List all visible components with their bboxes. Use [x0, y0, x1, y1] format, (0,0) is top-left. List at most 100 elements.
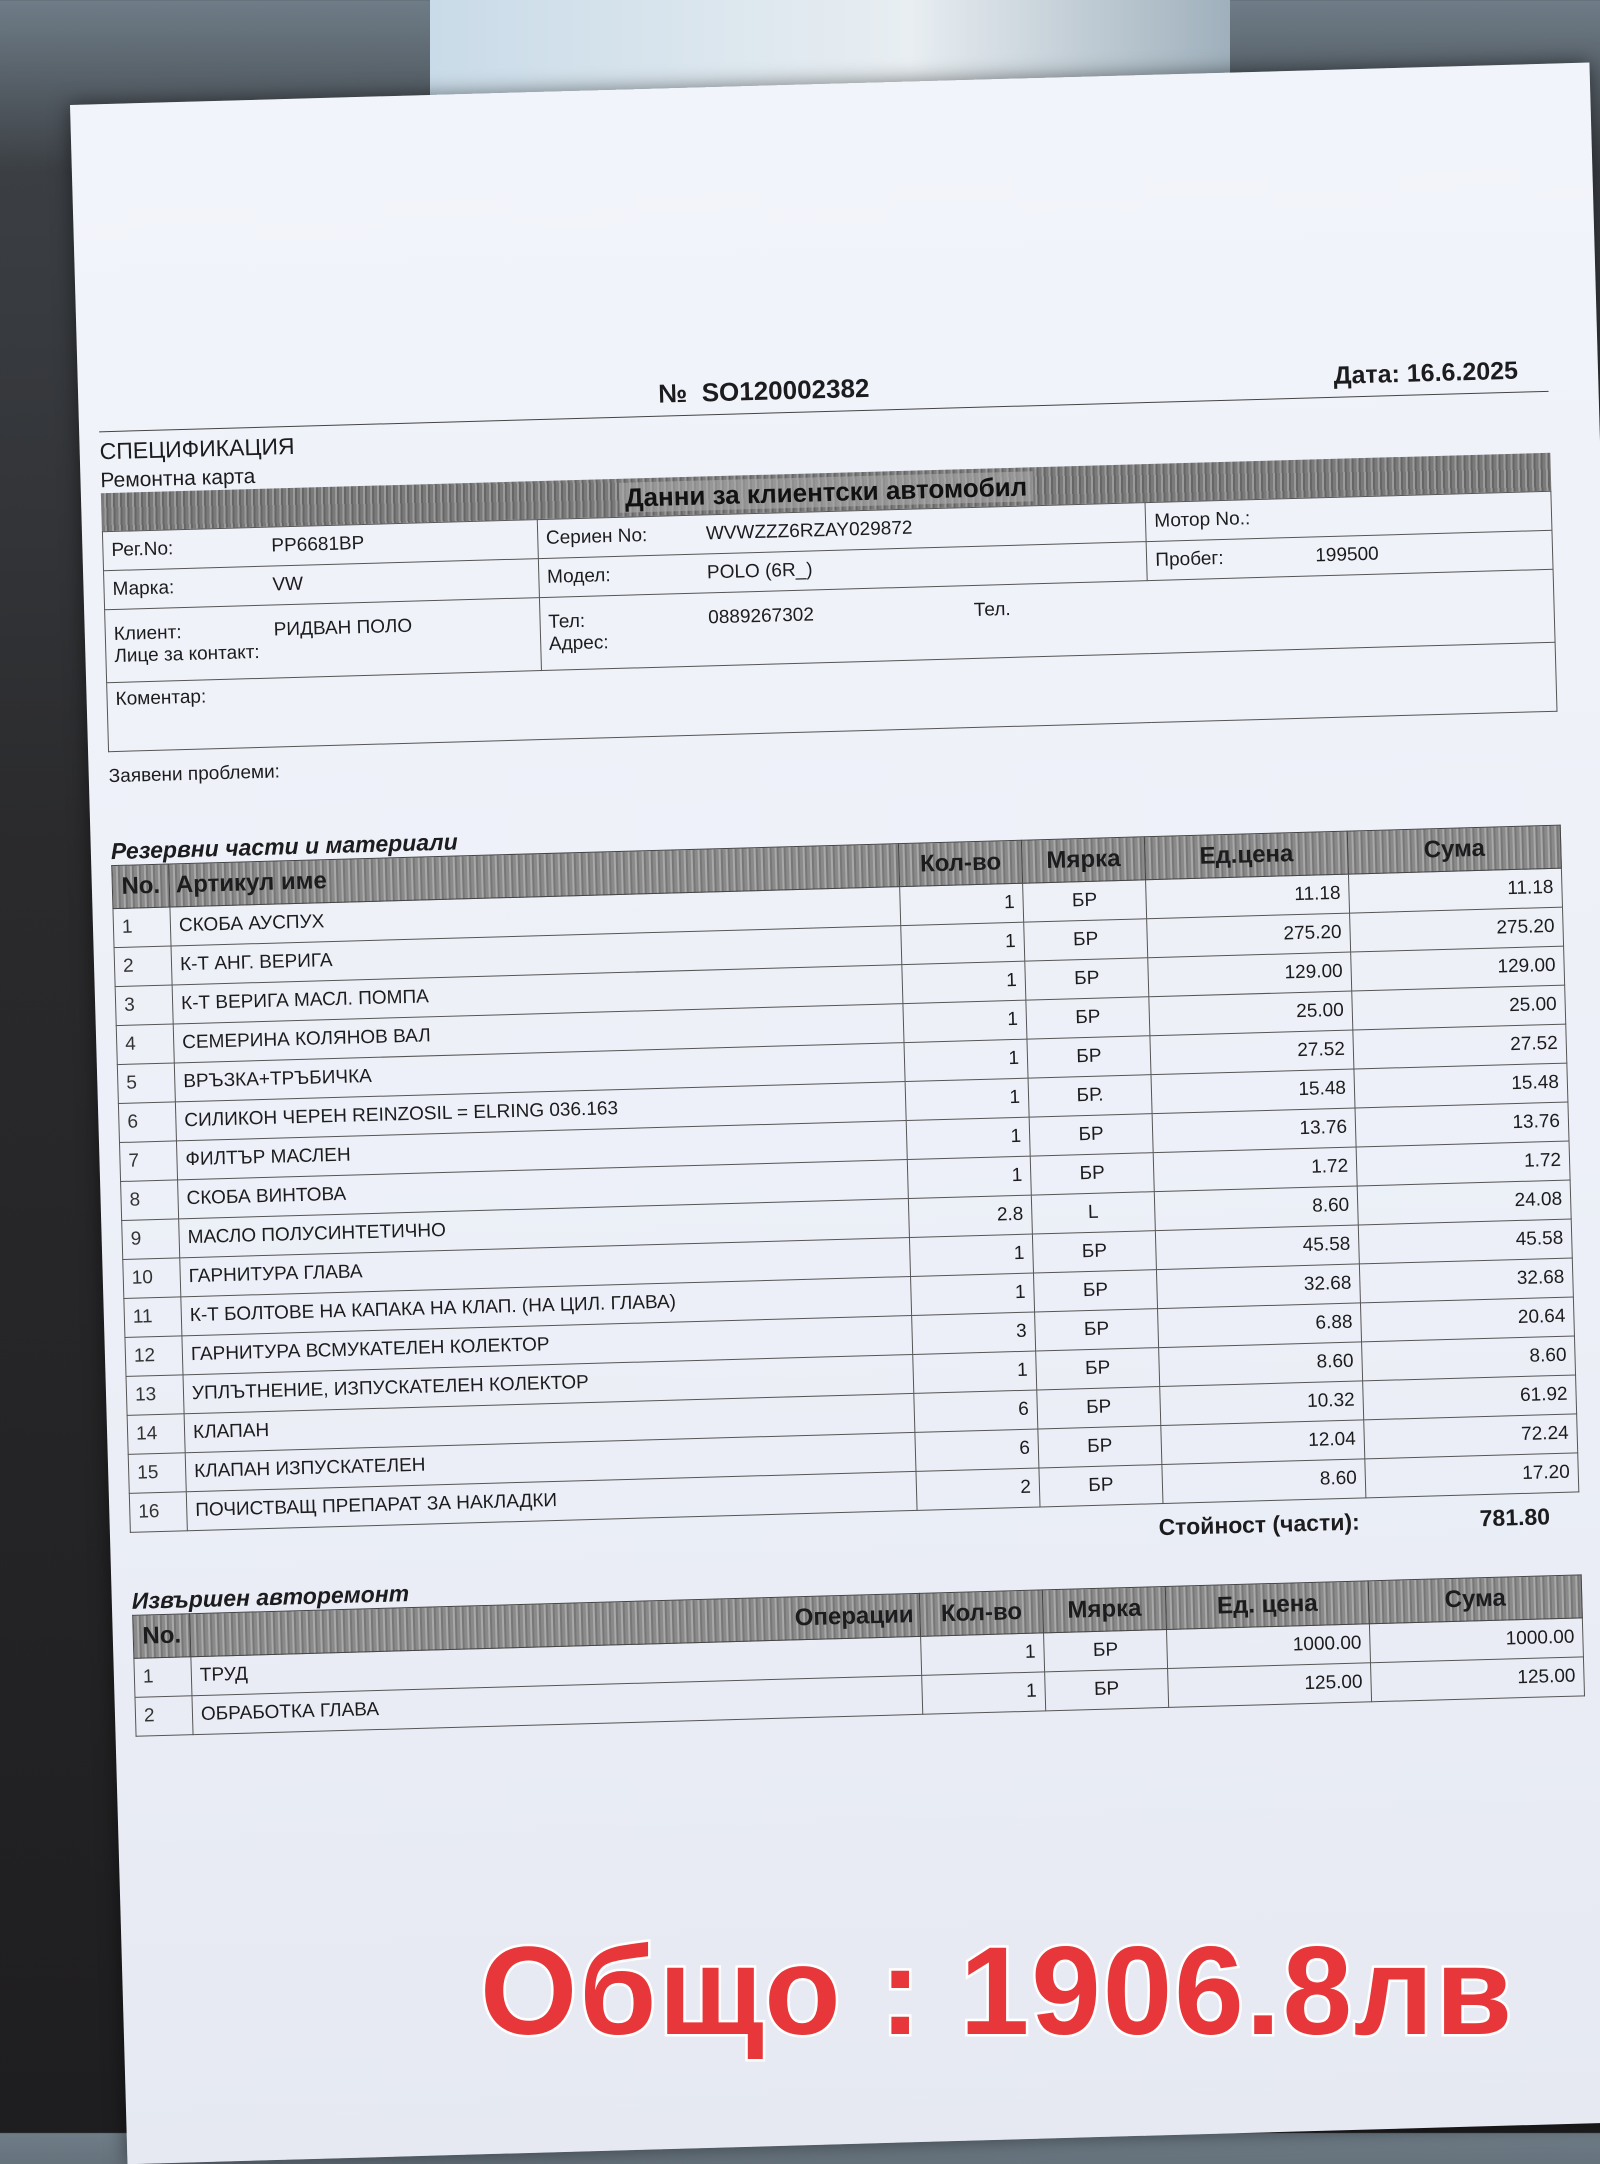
- unit-price: 27.52: [1149, 1030, 1354, 1075]
- unit-price: 45.58: [1155, 1224, 1360, 1270]
- amount: 1.72: [1356, 1141, 1571, 1186]
- phone-label: Тел:: [548, 610, 586, 633]
- row-number: 14: [127, 1413, 186, 1455]
- quantity: 1: [920, 1632, 1045, 1676]
- column-header: Кол-во: [898, 840, 1023, 887]
- quantity: 3: [911, 1312, 1036, 1355]
- unit: L: [1031, 1191, 1156, 1235]
- unit: БР: [1026, 1035, 1151, 1079]
- column-header: Ед. цена: [1165, 1580, 1370, 1630]
- quantity: 1: [902, 1000, 1027, 1043]
- quantity: 2: [915, 1467, 1041, 1511]
- row-number: 10: [122, 1257, 181, 1299]
- quantity: 1: [909, 1234, 1034, 1277]
- unit-price: 12.04: [1160, 1419, 1365, 1465]
- column-header: No.: [111, 864, 170, 909]
- row-number: 8: [120, 1179, 179, 1221]
- total-overlay-text: Общо : 1906.8лв: [477, 1920, 1515, 2064]
- quantity: 1: [921, 1671, 1046, 1715]
- unit-price: 1000.00: [1166, 1623, 1371, 1669]
- phone-value: 0889267302: [707, 604, 815, 629]
- row-number: 15: [128, 1452, 187, 1494]
- unit: БР: [1044, 1668, 1169, 1711]
- amount: 275.20: [1349, 907, 1564, 953]
- unit-price: 8.60: [1161, 1458, 1366, 1504]
- amount: 17.20: [1364, 1452, 1579, 1498]
- model-label: Модел:: [546, 565, 611, 588]
- parts-total-label: Стойност (части):: [1158, 1508, 1361, 1541]
- row-number: 3: [115, 984, 174, 1026]
- amount: 125.00: [1370, 1656, 1585, 1702]
- row-number: 12: [124, 1335, 184, 1377]
- serial-value: WVWZZZ6RZAY029872: [705, 517, 913, 545]
- unit: БР: [1030, 1152, 1155, 1196]
- amount: 24.08: [1357, 1180, 1572, 1225]
- quantity: 1: [912, 1351, 1037, 1394]
- client-value: РИДВАН ПОЛО: [273, 615, 413, 641]
- unit: БР: [1025, 996, 1150, 1040]
- unit: БР: [1034, 1308, 1159, 1352]
- row-number: 2: [114, 946, 173, 987]
- column-header: Сума: [1347, 825, 1562, 875]
- contact-label: Лице за контакт:: [114, 641, 260, 667]
- quantity: 1: [900, 922, 1025, 965]
- phone2-label: Тел.: [973, 598, 1011, 621]
- unit-price: 13.76: [1152, 1108, 1357, 1153]
- parts-table: No. Артикул име Кол-во Мярка Ед.цена Сума 1 СК…: [111, 825, 1579, 1533]
- column-header: Ед.цена: [1144, 831, 1349, 880]
- quantity: 6: [913, 1390, 1038, 1433]
- row-number: 2: [134, 1695, 194, 1737]
- reg-value: PP6681BP: [271, 532, 365, 557]
- unit: БР: [1033, 1269, 1158, 1313]
- quantity: 6: [914, 1428, 1039, 1472]
- amount: 15.48: [1353, 1063, 1568, 1109]
- unit: БР: [1024, 957, 1149, 1001]
- amount: 32.68: [1359, 1258, 1574, 1303]
- unit-price: 129.00: [1147, 952, 1352, 997]
- document-date: Дата: 16.6.2025: [1333, 356, 1519, 390]
- motor-label: Мотор No.:: [1154, 508, 1251, 532]
- make-value: VW: [272, 573, 304, 596]
- amount: 1000.00: [1369, 1617, 1584, 1663]
- mileage-value: 199500: [1315, 543, 1380, 567]
- serial-label: Сериен No:: [545, 525, 648, 549]
- amount: 27.52: [1352, 1024, 1567, 1070]
- model-value: POLO (6R_): [706, 559, 813, 584]
- amount: 25.00: [1351, 985, 1566, 1031]
- unit: БР: [1036, 1386, 1161, 1429]
- row-number: 11: [123, 1296, 182, 1338]
- unit-price: 6.88: [1157, 1302, 1362, 1348]
- quantity: 1: [910, 1273, 1035, 1316]
- row-number: 7: [119, 1140, 178, 1182]
- quantity: 1: [901, 961, 1026, 1004]
- row-number: 16: [129, 1491, 188, 1533]
- quantity: 1: [905, 1078, 1030, 1121]
- quantity: 1: [906, 1117, 1031, 1160]
- unit-price: 32.68: [1156, 1263, 1361, 1309]
- unit: БР: [1029, 1113, 1154, 1157]
- column-header: Сума: [1368, 1574, 1583, 1624]
- amount: 8.60: [1361, 1335, 1576, 1381]
- reg-label: Рег.No:: [111, 538, 174, 562]
- row-number: 1: [133, 1656, 192, 1698]
- unit-price: 8.60: [1158, 1341, 1363, 1387]
- unit-price: 11.18: [1145, 874, 1350, 919]
- address-label: Адрес:: [548, 632, 609, 655]
- unit-price: 15.48: [1150, 1069, 1356, 1114]
- unit: БР: [1038, 1464, 1163, 1507]
- quantity: 2.8: [908, 1195, 1033, 1238]
- make-label: Марка:: [112, 577, 175, 600]
- amount: 13.76: [1355, 1102, 1570, 1147]
- quantity: 1: [907, 1156, 1032, 1199]
- amount: 45.58: [1358, 1219, 1573, 1264]
- row-number: 4: [116, 1023, 175, 1065]
- amount: 11.18: [1348, 868, 1563, 914]
- unit-price: 1.72: [1153, 1146, 1358, 1192]
- unit: БР: [1037, 1425, 1162, 1468]
- unit: БР: [1032, 1230, 1157, 1274]
- amount: 129.00: [1350, 946, 1565, 992]
- document-number: № SO120002382: [657, 372, 870, 409]
- parts-total-value: 781.80: [1479, 1503, 1551, 1532]
- unit: БР: [1023, 918, 1148, 962]
- vehicle-table: Рег.No: PP6681BP Сериен No: WVWZZZ6RZAY029…: [102, 491, 1558, 752]
